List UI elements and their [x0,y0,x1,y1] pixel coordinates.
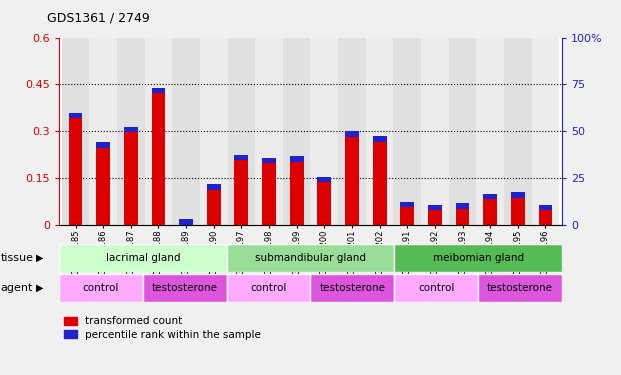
Text: agent: agent [1,283,33,293]
Bar [207,184,220,225]
Bar [449,38,476,225]
Bar [310,38,338,225]
Bar [227,244,394,272]
Bar [235,154,248,225]
Bar [456,203,469,209]
Bar [317,177,331,182]
Text: control: control [418,283,455,293]
Bar [476,38,504,225]
Bar [345,131,359,137]
Bar [394,244,562,272]
Bar [401,202,414,207]
Bar [394,274,478,302]
Bar [290,156,304,225]
Bar [262,158,276,225]
Bar [483,194,497,200]
Bar [61,38,89,225]
Bar [89,38,117,225]
Bar [456,203,469,225]
Bar [538,205,552,210]
Bar [401,202,414,225]
Bar [373,136,386,142]
Text: ▶: ▶ [36,283,43,293]
Bar [124,127,138,132]
Text: submandibular gland: submandibular gland [255,253,366,263]
Bar [373,136,386,225]
Bar [478,274,562,302]
Text: control: control [83,283,119,293]
Text: GDS1361 / 2749: GDS1361 / 2749 [47,11,149,24]
Bar [59,244,227,272]
Bar [366,38,394,225]
Bar [69,112,83,118]
Bar [235,154,248,160]
Bar [338,38,366,225]
Bar [145,38,172,225]
Text: lacrimal gland: lacrimal gland [106,253,180,263]
Bar [483,194,497,225]
Bar [428,205,442,210]
Bar [538,205,552,225]
Bar [262,158,276,164]
Text: meibomian gland: meibomian gland [433,253,524,263]
Bar [345,131,359,225]
Text: ▶: ▶ [36,253,43,263]
Bar [511,192,525,198]
Legend: transformed count, percentile rank within the sample: transformed count, percentile rank withi… [64,316,261,340]
Text: testosterone: testosterone [487,283,553,293]
Bar [96,142,110,148]
Bar [290,156,304,162]
Bar [172,38,200,225]
Bar [317,177,331,225]
Bar [124,127,138,225]
Bar [200,38,227,225]
Bar [152,87,165,93]
Bar [179,219,193,225]
Text: tissue: tissue [1,253,34,263]
Bar [504,38,532,225]
Bar [117,38,145,225]
Bar [152,87,165,225]
Bar [69,112,83,225]
Bar [428,205,442,225]
Bar [96,142,110,225]
Bar [532,38,560,225]
Bar [227,38,255,225]
Bar [255,38,283,225]
Bar [394,38,421,225]
Bar [511,192,525,225]
Text: control: control [250,283,287,293]
Bar [283,38,310,225]
Text: testosterone: testosterone [152,283,218,293]
Bar [143,274,227,302]
Bar [59,274,143,302]
Bar [421,38,449,225]
Bar [310,274,394,302]
Bar [207,184,220,190]
Bar [227,274,310,302]
Text: testosterone: testosterone [319,283,386,293]
